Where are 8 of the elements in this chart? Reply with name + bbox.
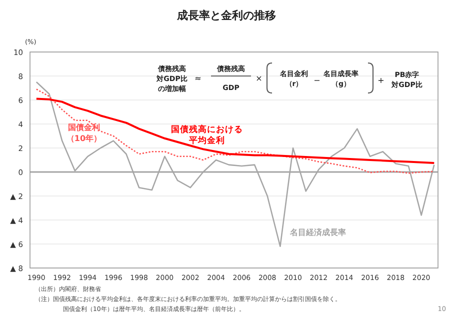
- annotation: +: [378, 76, 384, 85]
- annotation: ×: [256, 74, 262, 83]
- chart-title: 成長率と金利の推移: [176, 9, 276, 22]
- series-label: 国債金利（10年）: [66, 123, 102, 143]
- series-label: 名目経済成長率: [289, 227, 346, 237]
- series-label: 国債残高における平均金利: [171, 124, 243, 146]
- annotation: ≈: [194, 74, 202, 83]
- annotation: −: [314, 76, 320, 85]
